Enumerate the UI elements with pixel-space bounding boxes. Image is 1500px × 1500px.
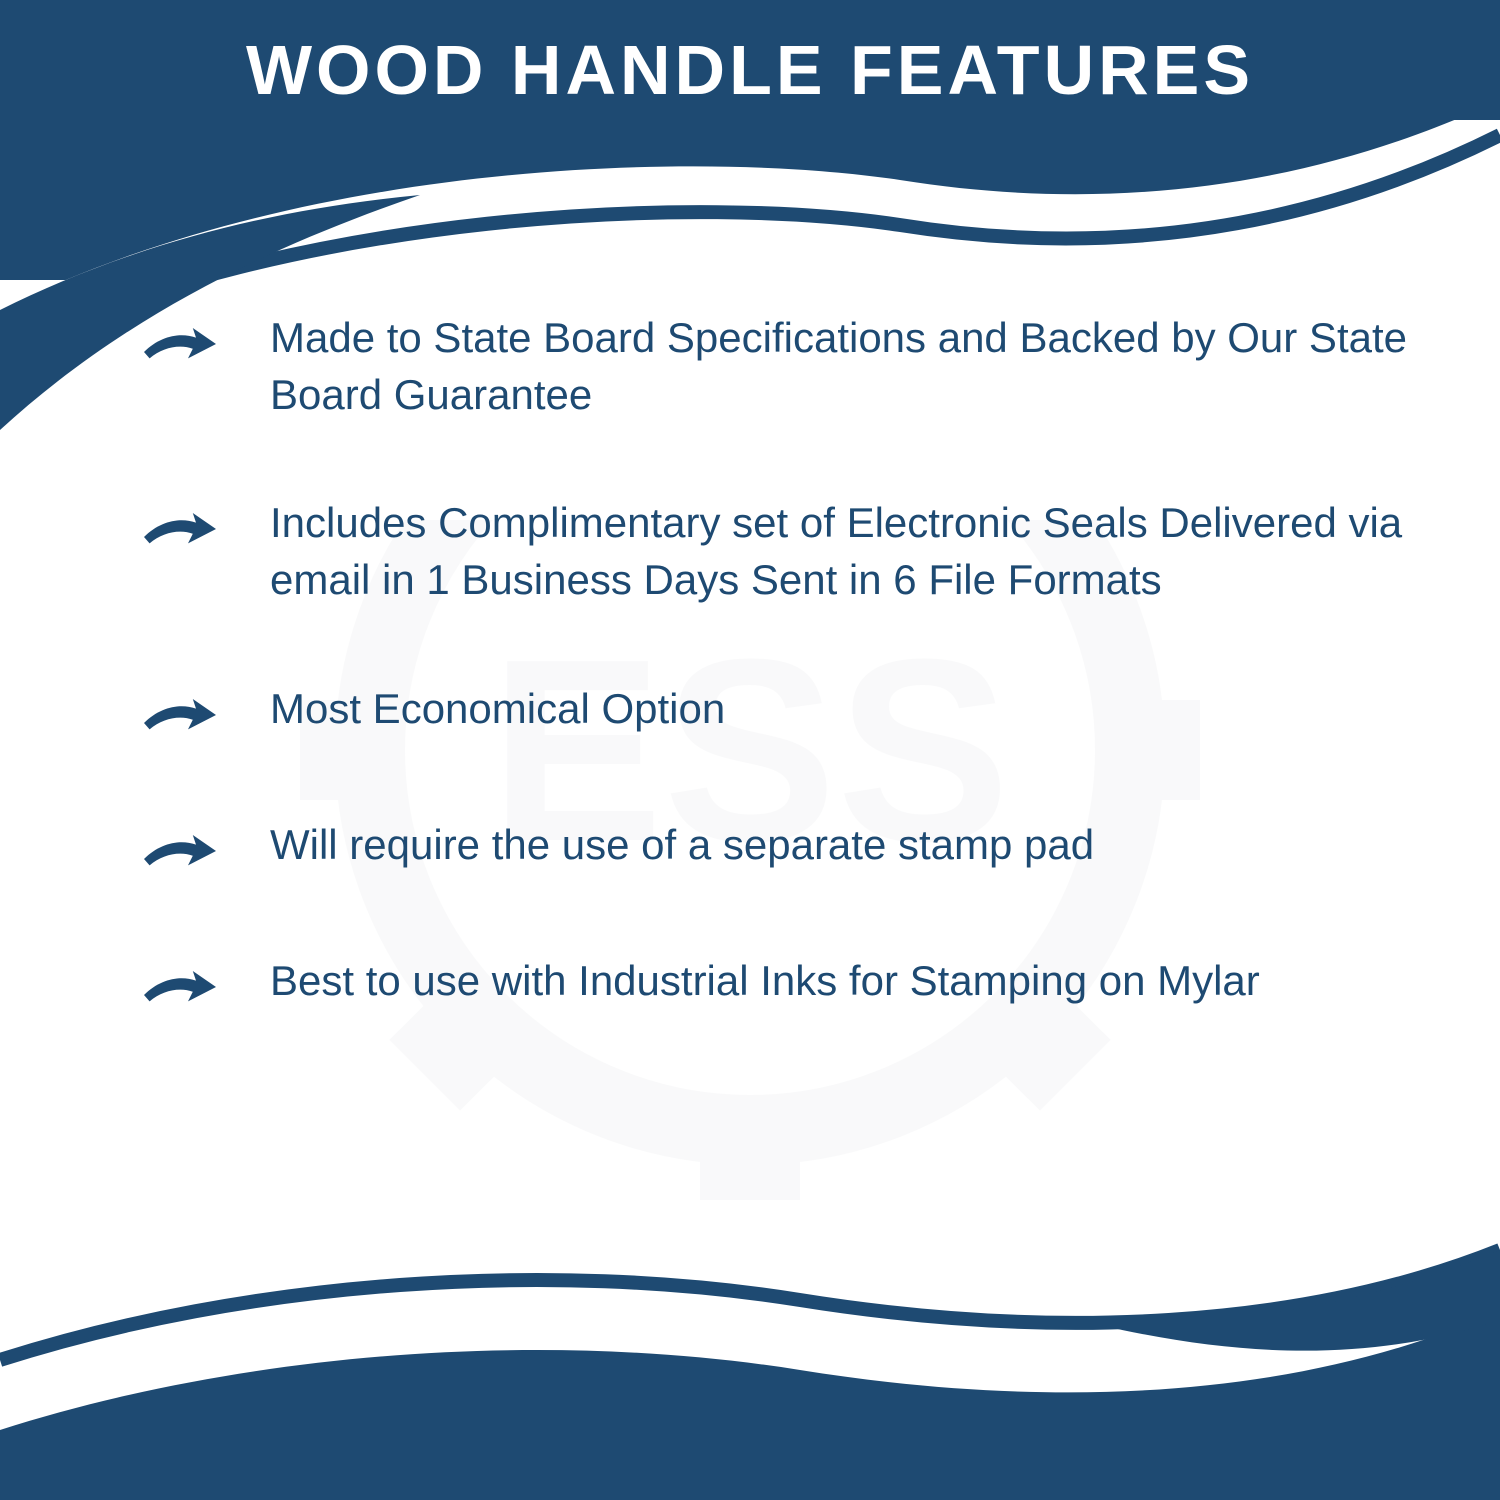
arrow-icon [140, 499, 220, 559]
page-title: WOOD HANDLE FEATURES [0, 30, 1500, 110]
footer-wave [0, 1150, 1500, 1500]
feature-item: Includes Complimentary set of Electronic… [140, 495, 1420, 608]
feature-item: Will require the use of a separate stamp… [140, 817, 1420, 881]
feature-text: Will require the use of a separate stamp… [270, 817, 1094, 874]
feature-item: Best to use with Industrial Inks for Sta… [140, 953, 1420, 1017]
arrow-icon [140, 314, 220, 374]
feature-text: Best to use with Industrial Inks for Sta… [270, 953, 1260, 1010]
feature-text: Most Economical Option [270, 681, 725, 738]
arrow-icon [140, 821, 220, 881]
feature-text: Made to State Board Specifications and B… [270, 310, 1420, 423]
feature-text: Includes Complimentary set of Electronic… [270, 495, 1420, 608]
arrow-icon [140, 685, 220, 745]
feature-item: Made to State Board Specifications and B… [140, 310, 1420, 423]
feature-list: Made to State Board Specifications and B… [140, 310, 1420, 1089]
arrow-icon [140, 957, 220, 1017]
feature-item: Most Economical Option [140, 681, 1420, 745]
